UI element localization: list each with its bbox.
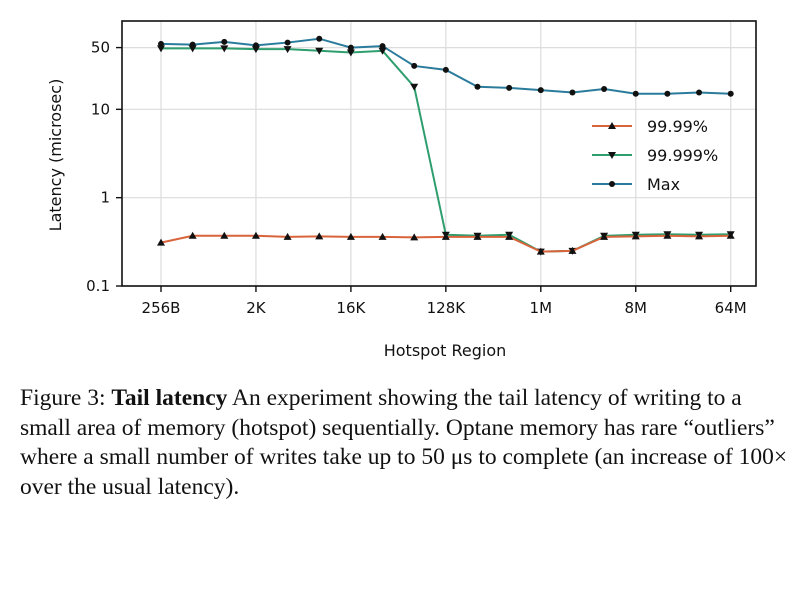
- data-point: [442, 66, 449, 73]
- plot-frame: [121, 20, 757, 287]
- data-point: [157, 238, 165, 246]
- data-point: [251, 46, 260, 54]
- data-point: [347, 44, 354, 51]
- series-max: [158, 35, 734, 97]
- y-tick-label: 50: [91, 39, 110, 57]
- data-point: [283, 46, 292, 54]
- data-point: [346, 49, 355, 57]
- data-point: [695, 232, 704, 240]
- legend-marker: [608, 152, 616, 159]
- data-point: [284, 39, 291, 46]
- legend-label: 99.999%: [647, 146, 718, 165]
- data-point: [316, 35, 323, 42]
- data-point: [568, 246, 577, 254]
- data-point: [473, 232, 482, 240]
- data-point: [221, 38, 228, 45]
- legend-label: 99.99%: [647, 117, 708, 136]
- x-tick-label: 2K: [246, 299, 267, 317]
- data-point: [411, 62, 418, 69]
- data-point: [664, 90, 671, 97]
- series-layer: [157, 35, 735, 256]
- data-point: [220, 231, 229, 239]
- data-point: [696, 89, 703, 96]
- y-tick-label: 0.1: [86, 277, 110, 295]
- legend-marker: [609, 181, 615, 187]
- data-point: [188, 45, 197, 53]
- legend: 99.99% 99.999% Max: [592, 117, 718, 194]
- data-point: [441, 232, 450, 240]
- legend-label: Max: [647, 175, 680, 194]
- legend-entry: 99.99%: [592, 117, 708, 136]
- x-tick-label: 128K: [427, 299, 467, 317]
- data-point: [378, 47, 387, 55]
- x-tick-label: 16K: [336, 299, 366, 317]
- data-point: [474, 83, 481, 90]
- data-point: [315, 232, 324, 240]
- data-point: [220, 45, 229, 53]
- y-tick-label: 1: [100, 189, 110, 207]
- y-axis-label: Latency (microsec): [46, 79, 65, 232]
- data-point: [505, 232, 514, 240]
- data-point: [157, 45, 165, 53]
- data-point: [726, 231, 735, 239]
- data-point: [315, 47, 324, 55]
- caption-title: Tail latency: [111, 385, 228, 411]
- latency-chart: 256B 2K 16K 128K 1M 8M 64M 0.1 1 10 50 Hotspot Reg…: [46, 20, 757, 360]
- legend-entry: Max: [592, 175, 680, 194]
- data-point: [410, 83, 419, 91]
- legend-entry: 99.999%: [592, 146, 718, 165]
- data-point: [251, 231, 260, 239]
- x-tick-label: 8M: [625, 299, 648, 317]
- data-point: [727, 90, 734, 97]
- data-point: [569, 89, 576, 96]
- y-tick-label: 10: [91, 100, 110, 118]
- legend-marker: [608, 122, 616, 129]
- data-point: [378, 232, 387, 240]
- data-point: [663, 231, 672, 239]
- data-point: [600, 232, 609, 240]
- ticks: 256B 2K 16K 128K 1M 8M 64M 0.1 1 10 50: [86, 39, 747, 317]
- x-tick-label: 64M: [715, 299, 747, 317]
- series-99-99: [157, 231, 735, 255]
- data-point: [379, 43, 386, 50]
- x-tick-label: 256B: [142, 299, 181, 317]
- data-point: [536, 247, 545, 255]
- caption-text: An experiment showing the tail latency o…: [20, 385, 788, 500]
- x-axis-label: Hotspot Region: [384, 341, 507, 360]
- data-point: [631, 232, 640, 240]
- data-point: [283, 232, 292, 240]
- figure-caption: Figure 3: Tail latency An experiment sho…: [20, 384, 790, 502]
- caption-prefix: Figure 3:: [20, 385, 112, 411]
- data-point: [506, 84, 513, 91]
- data-point: [346, 232, 355, 240]
- data-point: [601, 85, 608, 92]
- data-point: [537, 87, 544, 94]
- x-tick-label: 1M: [530, 299, 553, 317]
- data-point: [410, 233, 419, 241]
- data-point: [188, 231, 197, 239]
- data-point: [632, 90, 639, 97]
